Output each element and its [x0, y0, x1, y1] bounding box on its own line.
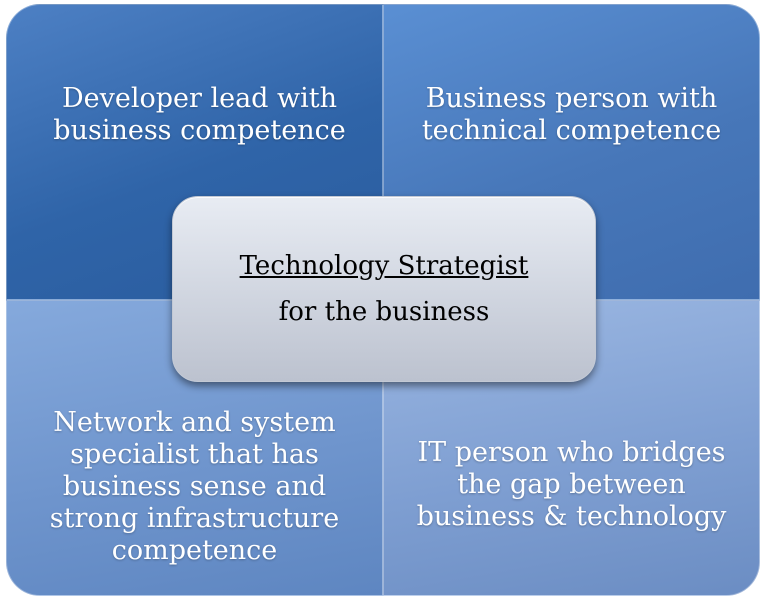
quadrant-bottom-right-label: IT person who bridges the gap between bu…	[416, 437, 727, 532]
quadrant-bottom-left-label: Network and system specialist that has b…	[49, 407, 340, 566]
quadrant-top-right-label: Business person with technical competenc…	[421, 83, 722, 146]
center-box: Technology Strategist for the business	[172, 196, 596, 382]
center-title: Technology Strategist	[239, 251, 529, 281]
quadrant-top-left-label: Developer lead with business competence	[53, 83, 346, 146]
center-subtitle: for the business	[278, 297, 490, 327]
